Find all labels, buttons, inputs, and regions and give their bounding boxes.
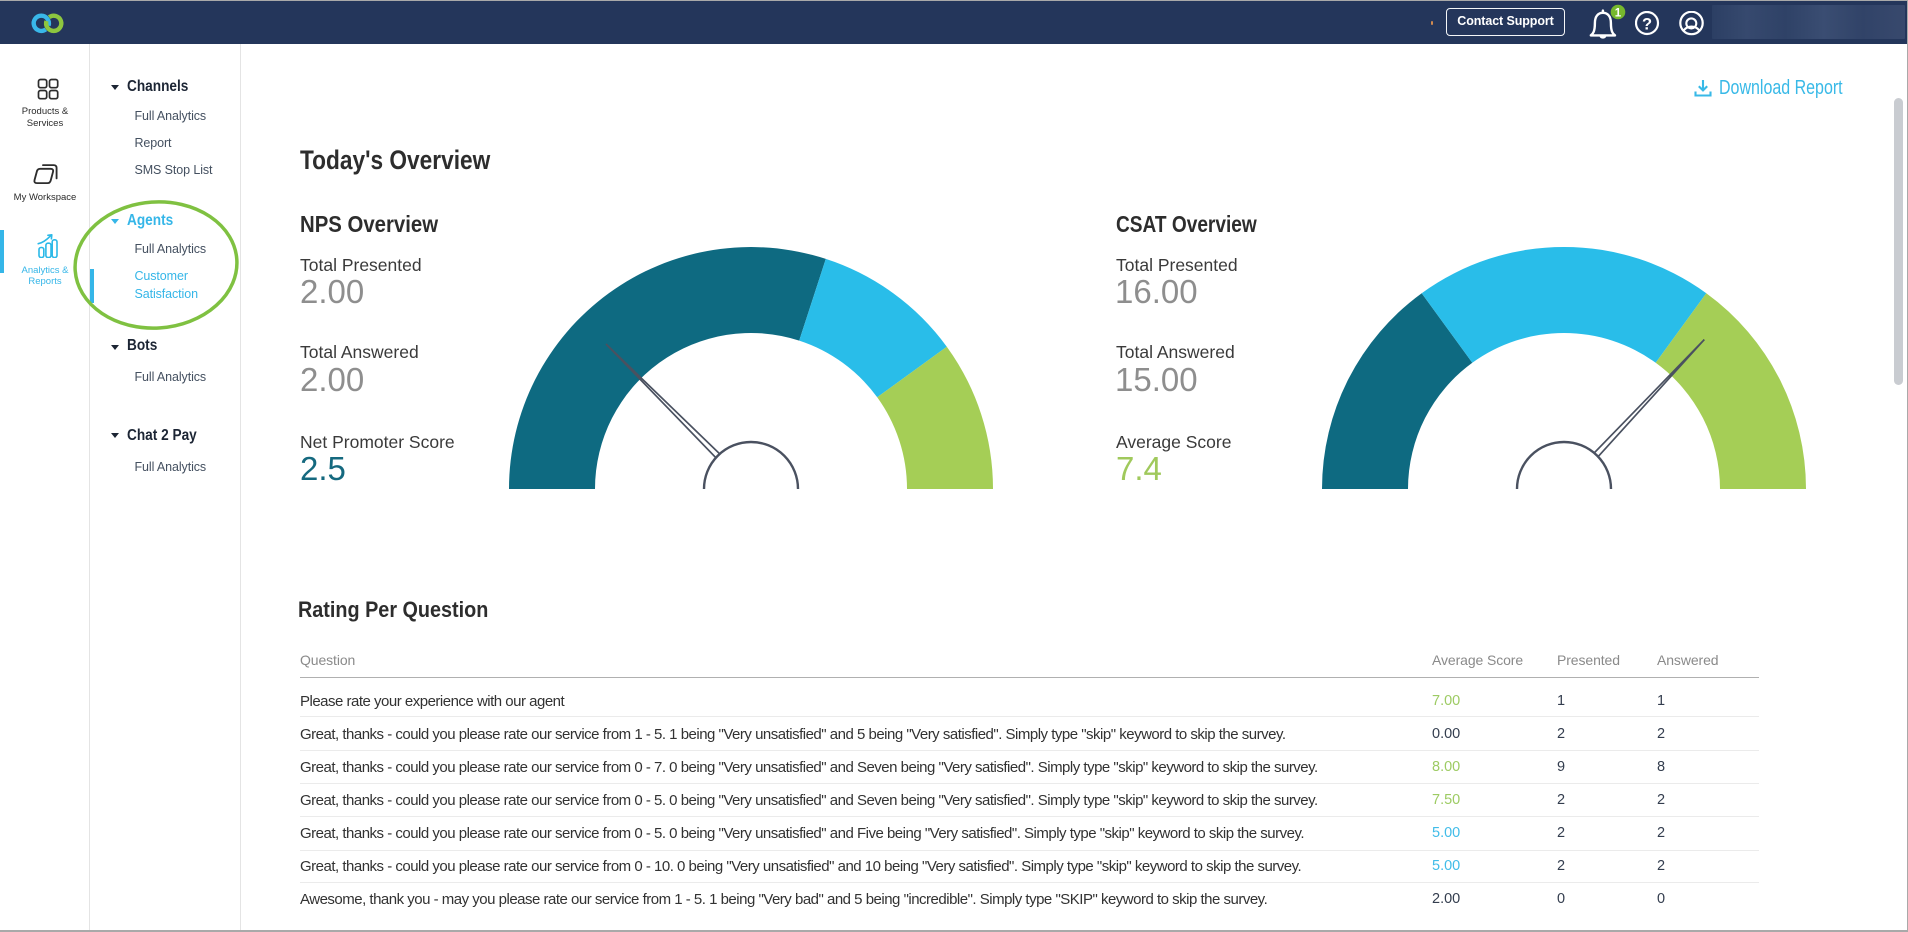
svg-text:?: ? [1642,15,1652,33]
svg-text:1: 1 [1615,7,1622,19]
